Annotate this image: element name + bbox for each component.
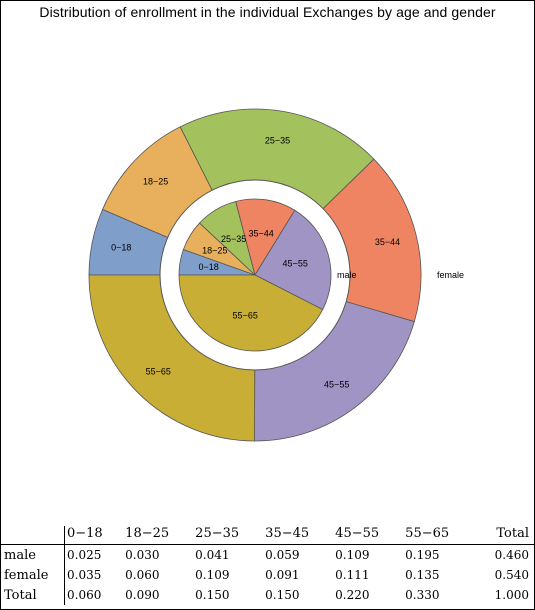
male-slice-35-44	[235, 198, 296, 277]
table-cell: 0.111	[335, 568, 370, 582]
female-slice-label-55-65: 55−65	[146, 366, 171, 376]
male-slice-label-25-35: 25−35	[221, 234, 246, 244]
table-header-row: 0−18 18−25 25−35 35−45 45−55 55−65 Total	[0, 526, 535, 545]
outer-ring-label: female	[437, 270, 464, 280]
col-header: 18−25	[123, 526, 194, 545]
chart-title: Distribution of enrollment in the indivi…	[39, 4, 496, 20]
table-cell: 0.090	[125, 588, 160, 602]
table-cell: 0.060	[125, 568, 160, 582]
table-cell: 1.000	[494, 588, 529, 602]
table-row: male 0.025 0.030 0.041 0.059 0.109 0.195…	[0, 544, 535, 565]
table-cell: 0.041	[195, 548, 230, 562]
table-cell: 0.035	[67, 568, 102, 582]
table-cell: 0.195	[405, 548, 440, 562]
table-cell: 0.109	[335, 548, 370, 562]
col-header: 35−45	[263, 526, 334, 545]
col-header: 45−55	[333, 526, 404, 545]
male-slice-label-18-25: 18−25	[202, 246, 227, 256]
male-slice-45-55	[254, 209, 332, 311]
inner-ring-male	[178, 198, 332, 352]
table-cell: 0.540	[494, 568, 529, 582]
col-header: 0−18	[64, 526, 124, 545]
inner-ring-label: male	[337, 270, 357, 280]
male-slice-label-55-65: 55−65	[233, 311, 258, 321]
data-table-container: 0−18 18−25 25−35 35−45 45−55 55−65 Total…	[0, 526, 535, 605]
row-header: Total	[0, 585, 65, 605]
table-cell: 0.150	[195, 588, 230, 602]
table-cell: 0.030	[125, 548, 160, 562]
table-cell: 0.220	[335, 588, 370, 602]
col-header: 25−35	[193, 526, 264, 545]
table-cell: 0.330	[405, 588, 440, 602]
table-cell: 0.150	[265, 588, 300, 602]
row-header: female	[0, 565, 65, 585]
col-header: Total	[473, 526, 535, 545]
male-slice-label-45-55: 45−55	[283, 259, 308, 269]
table-cell: 0.059	[265, 548, 300, 562]
data-table: 0−18 18−25 25−35 35−45 45−55 55−65 Total…	[0, 526, 535, 605]
male-slice-label-35-44: 35−44	[248, 229, 273, 239]
female-slice-label-45-55: 45−55	[324, 379, 349, 389]
row-header: male	[0, 544, 65, 565]
table-cell: 0.025	[67, 548, 102, 562]
female-slice-label-0-18: 0−18	[111, 242, 131, 252]
slice-labels: 0−1818−2525−3535−4445−5555−650−1818−2525…	[111, 135, 400, 389]
col-header: 55−65	[403, 526, 474, 545]
male-slice-label-0-18: 0−18	[198, 262, 218, 272]
table-cell: 0.135	[405, 568, 440, 582]
female-slice-label-35-44: 35−44	[375, 237, 400, 247]
table-row: Total 0.060 0.090 0.150 0.150 0.220 0.33…	[0, 585, 535, 605]
table-cell: 0.109	[195, 568, 230, 582]
table-cell: 0.060	[67, 588, 102, 602]
male-slice-55-65	[178, 274, 324, 352]
table-cell: 0.091	[265, 568, 300, 582]
donut-chart: 0−1818−2525−3535−4445−5555−650−1818−2525…	[88, 108, 464, 442]
table-cell: 0.460	[494, 548, 529, 562]
table-row: female 0.035 0.060 0.109 0.091 0.111 0.1…	[0, 565, 535, 585]
female-slice-label-18-25: 18−25	[143, 177, 168, 187]
female-slice-label-25-35: 25−35	[265, 135, 290, 145]
table-corner-cell	[0, 526, 65, 545]
